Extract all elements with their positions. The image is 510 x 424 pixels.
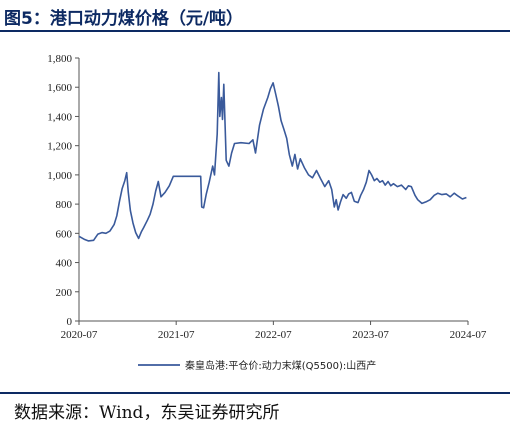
y-tick-label: 1,800	[47, 53, 72, 65]
y-tick-label: 800	[56, 199, 73, 211]
x-tick-label: 2020-07	[61, 329, 98, 341]
chart-legend: 秦皇岛港:平仓价:动力末煤(Q5500):山西产	[138, 359, 376, 372]
legend-label: 秦皇岛港:平仓价:动力末煤(Q5500):山西产	[185, 359, 376, 372]
y-tick-label: 200	[56, 287, 73, 299]
y-tick-label: 600	[56, 228, 73, 240]
chart-ticks: 0 200 400 600 800 1,000 1,200 1,400 1,600 1,800 20…	[47, 53, 487, 341]
series-line-0	[78, 71, 467, 242]
source-rule	[0, 392, 510, 394]
y-tick-label: 1,400	[47, 111, 72, 123]
chart-series	[78, 71, 467, 242]
source-note: 数据来源：Wind，东吴证券研究所	[14, 403, 280, 423]
price-line-chart: 0 200 400 600 800 1,000 1,200 1,400 1,600 1,800 20…	[47, 53, 487, 372]
y-tick-label: 0	[67, 316, 73, 328]
title-rule	[0, 30, 510, 32]
x-tick-label: 2023-07	[352, 329, 389, 341]
x-tick-label: 2022-07	[255, 329, 292, 341]
chart-axes	[78, 58, 468, 322]
figure-title: 图5：港口动力煤价格（元/吨）	[4, 9, 244, 29]
x-tick-label: 2024-07	[450, 329, 487, 341]
y-tick-label: 1,600	[47, 82, 72, 94]
y-tick-label: 400	[56, 258, 73, 270]
y-tick-label: 1,000	[47, 170, 72, 182]
y-tick-label: 1,200	[47, 141, 72, 153]
x-tick-label: 2021-07	[158, 329, 195, 341]
